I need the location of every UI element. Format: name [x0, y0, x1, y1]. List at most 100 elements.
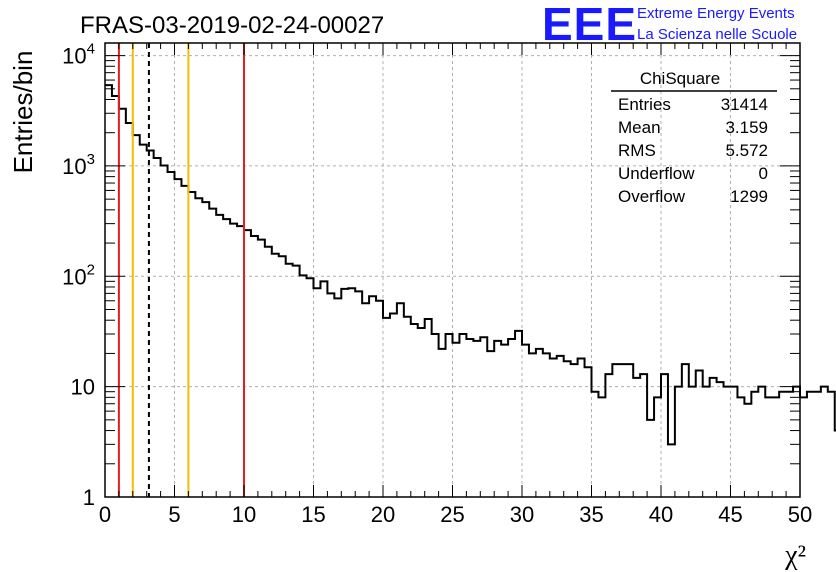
- logo-line-1: Extreme Energy Events: [637, 5, 795, 22]
- histogram-bin: [640, 374, 647, 497]
- histogram-bin: [807, 392, 814, 497]
- histogram-bin: [126, 123, 133, 497]
- histogram-bin: [459, 334, 466, 497]
- y-tick-exponent: 3: [87, 151, 95, 168]
- x-tick-label: 35: [579, 502, 603, 527]
- histogram-bin: [522, 345, 529, 497]
- histogram-bin: [724, 387, 731, 497]
- threshold-lines: [117, 43, 245, 497]
- histogram-bin: [119, 109, 126, 497]
- x-tick-label: 30: [510, 502, 534, 527]
- y-tick-base: 10: [62, 264, 86, 289]
- y-tick-base: 10: [62, 44, 86, 69]
- histogram-bin: [487, 351, 494, 497]
- histogram-bin: [473, 341, 480, 497]
- histogram-bin: [202, 202, 209, 497]
- histogram-bin: [536, 349, 543, 497]
- stats-value: 5.572: [725, 141, 768, 160]
- histogram-bin: [508, 339, 515, 497]
- histogram-bin: [293, 266, 300, 497]
- histogram-bin: [272, 254, 279, 497]
- histogram-bin: [397, 303, 404, 497]
- histogram-bin: [703, 387, 710, 497]
- histogram-bin: [223, 219, 230, 497]
- histogram-bin: [578, 358, 585, 497]
- histogram-bin: [696, 371, 703, 497]
- histogram-bin: [494, 341, 501, 497]
- histogram-bin: [334, 298, 341, 497]
- histogram-bin: [258, 240, 265, 497]
- histogram-bin: [654, 397, 661, 497]
- histogram-bin: [633, 378, 640, 497]
- histogram-bin: [772, 397, 779, 497]
- histogram-bin: [682, 364, 689, 497]
- x-tick-label: 45: [718, 502, 742, 527]
- histogram-bin: [612, 364, 619, 497]
- x-tick-label: 40: [649, 502, 673, 527]
- eee-logo: EEE Extreme Energy Events La Scienza nel…: [542, 0, 797, 50]
- histogram-bin: [105, 85, 112, 497]
- histogram-bin: [675, 387, 682, 497]
- chart-title: FRAS-03-2019-02-24-00027: [80, 12, 384, 39]
- histogram-bin: [195, 198, 202, 497]
- histogram-bin: [731, 387, 738, 497]
- plot-frame: [104, 42, 801, 498]
- histogram-bin: [710, 378, 717, 497]
- histogram-bin: [737, 397, 744, 497]
- histogram-bin: [550, 358, 557, 497]
- stats-value: 3.159: [725, 118, 768, 137]
- histogram-bin: [188, 192, 195, 497]
- histogram-bin: [557, 356, 564, 497]
- histogram-bin: [543, 353, 550, 497]
- stats-value: 0: [759, 164, 768, 183]
- x-tick-label: 5: [168, 502, 180, 527]
- y-tick-exponent: 4: [87, 41, 95, 58]
- histogram-bin: [376, 301, 383, 497]
- histogram-bin: [140, 145, 147, 497]
- histogram-bin: [168, 172, 175, 497]
- histogram-bin: [758, 387, 765, 497]
- histogram-bin: [821, 387, 828, 497]
- histogram-bin: [314, 288, 321, 497]
- histogram-bin: [446, 334, 453, 497]
- y-tick-base: 10: [62, 154, 86, 179]
- histogram-bin: [161, 165, 168, 497]
- histogram-bin: [300, 275, 307, 497]
- histogram-bin: [466, 339, 473, 497]
- y-tick-label: 102: [62, 261, 95, 289]
- x-tick-label: 20: [371, 502, 395, 527]
- histogram-bin: [515, 331, 522, 497]
- histogram-bin: [668, 444, 675, 497]
- histogram-bin: [251, 236, 258, 497]
- histogram-bin: [279, 256, 286, 497]
- histogram-bin: [383, 318, 390, 497]
- histogram-bin: [439, 349, 446, 497]
- y-tick-label: 1: [83, 485, 95, 510]
- histogram-bin: [619, 364, 626, 497]
- stats-label: Overflow: [618, 187, 686, 206]
- histogram-bin: [154, 158, 161, 497]
- histogram-bin: [480, 337, 487, 497]
- histogram-bin: [265, 247, 272, 497]
- histogram-bin: [411, 324, 418, 497]
- histogram-bin: [744, 404, 751, 497]
- histogram-bin: [355, 291, 362, 497]
- histogram-outline: [105, 84, 836, 446]
- histogram-bin: [571, 364, 578, 497]
- histogram-bin: [237, 226, 244, 497]
- stats-value: 31414: [721, 95, 768, 114]
- histogram-bin: [626, 364, 633, 497]
- histogram-bin: [717, 382, 724, 497]
- histogram-bin: [585, 367, 592, 497]
- y-axis-title: Entries/bin: [8, 51, 38, 174]
- histogram-bin: [390, 314, 397, 497]
- stats-label: Entries: [618, 95, 671, 114]
- x-tick-label: 50: [788, 502, 812, 527]
- histogram-bin: [647, 420, 654, 497]
- histogram-bin: [404, 317, 411, 497]
- stats-box: ChiSquare Entries 31414 Mean 3.159 RMS 5.572 U…: [611, 69, 777, 206]
- x-tick-label: 15: [301, 502, 325, 527]
- stats-title: ChiSquare: [640, 69, 720, 88]
- stats-label: RMS: [618, 141, 656, 160]
